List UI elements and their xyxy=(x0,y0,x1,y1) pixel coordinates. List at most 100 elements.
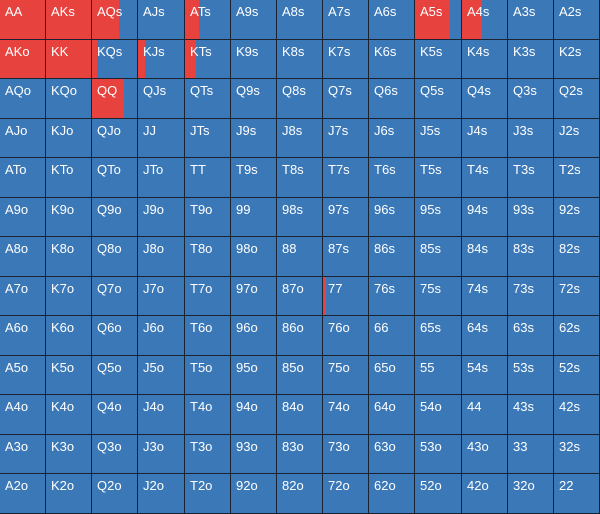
hand-cell-97o[interactable]: 97o xyxy=(231,277,276,315)
hand-cell-75o[interactable]: 75o xyxy=(323,356,368,394)
hand-cell-a6s[interactable]: A6s xyxy=(369,0,414,39)
hand-cell-53s[interactable]: 53s xyxy=(508,356,553,394)
hand-cell-63o[interactable]: 63o xyxy=(369,435,414,473)
hand-cell-32o[interactable]: 32o xyxy=(508,474,553,513)
hand-cell-j5o[interactable]: J5o xyxy=(138,356,184,394)
hand-cell-j9o[interactable]: J9o xyxy=(138,198,184,236)
hand-cell-qto[interactable]: QTo xyxy=(92,158,137,197)
hand-cell-ajs[interactable]: AJs xyxy=(138,0,184,39)
hand-cell-j2s[interactable]: J2s xyxy=(554,119,599,157)
hand-cell-42o[interactable]: 42o xyxy=(462,474,507,513)
hand-cell-j8s[interactable]: J8s xyxy=(277,119,322,157)
hand-cell-k7o[interactable]: K7o xyxy=(46,277,91,315)
hand-cell-85s[interactable]: 85s xyxy=(415,237,461,276)
hand-cell-96s[interactable]: 96s xyxy=(369,198,414,236)
hand-cell-kqs[interactable]: KQs xyxy=(92,40,137,78)
hand-cell-a4s[interactable]: A4s xyxy=(462,0,507,39)
hand-cell-k8s[interactable]: K8s xyxy=(277,40,322,78)
hand-cell-j3s[interactable]: J3s xyxy=(508,119,553,157)
hand-cell-22[interactable]: 22 xyxy=(554,474,599,513)
hand-cell-87o[interactable]: 87o xyxy=(277,277,322,315)
hand-cell-a9o[interactable]: A9o xyxy=(0,198,45,236)
hand-cell-a3s[interactable]: A3s xyxy=(508,0,553,39)
hand-cell-k4o[interactable]: K4o xyxy=(46,395,91,434)
hand-cell-99[interactable]: 99 xyxy=(231,198,276,236)
hand-cell-t2s[interactable]: T2s xyxy=(554,158,599,197)
hand-cell-t6s[interactable]: T6s xyxy=(369,158,414,197)
hand-cell-q9s[interactable]: Q9s xyxy=(231,79,276,118)
hand-cell-53o[interactable]: 53o xyxy=(415,435,461,473)
hand-cell-j3o[interactable]: J3o xyxy=(138,435,184,473)
hand-cell-33[interactable]: 33 xyxy=(508,435,553,473)
hand-cell-73s[interactable]: 73s xyxy=(508,277,553,315)
hand-cell-j7o[interactable]: J7o xyxy=(138,277,184,315)
hand-cell-k6s[interactable]: K6s xyxy=(369,40,414,78)
hand-cell-a2o[interactable]: A2o xyxy=(0,474,45,513)
hand-cell-74s[interactable]: 74s xyxy=(462,277,507,315)
hand-cell-95s[interactable]: 95s xyxy=(415,198,461,236)
hand-cell-aks[interactable]: AKs xyxy=(46,0,91,39)
hand-cell-j4o[interactable]: J4o xyxy=(138,395,184,434)
hand-cell-32s[interactable]: 32s xyxy=(554,435,599,473)
hand-cell-jts[interactable]: JTs xyxy=(185,119,230,157)
hand-cell-83o[interactable]: 83o xyxy=(277,435,322,473)
hand-cell-76s[interactable]: 76s xyxy=(369,277,414,315)
hand-cell-42s[interactable]: 42s xyxy=(554,395,599,434)
hand-cell-k5o[interactable]: K5o xyxy=(46,356,91,394)
hand-cell-q2s[interactable]: Q2s xyxy=(554,79,599,118)
hand-cell-92s[interactable]: 92s xyxy=(554,198,599,236)
hand-cell-52s[interactable]: 52s xyxy=(554,356,599,394)
hand-cell-a4o[interactable]: A4o xyxy=(0,395,45,434)
hand-cell-q2o[interactable]: Q2o xyxy=(92,474,137,513)
hand-cell-k6o[interactable]: K6o xyxy=(46,316,91,355)
hand-cell-j7s[interactable]: J7s xyxy=(323,119,368,157)
hand-cell-92o[interactable]: 92o xyxy=(231,474,276,513)
hand-cell-98s[interactable]: 98s xyxy=(277,198,322,236)
hand-cell-93s[interactable]: 93s xyxy=(508,198,553,236)
hand-cell-q7s[interactable]: Q7s xyxy=(323,79,368,118)
hand-cell-65s[interactable]: 65s xyxy=(415,316,461,355)
hand-cell-kts[interactable]: KTs xyxy=(185,40,230,78)
hand-cell-k2s[interactable]: K2s xyxy=(554,40,599,78)
hand-cell-a8s[interactable]: A8s xyxy=(277,0,322,39)
hand-cell-j6s[interactable]: J6s xyxy=(369,119,414,157)
hand-cell-j2o[interactable]: J2o xyxy=(138,474,184,513)
hand-cell-k9o[interactable]: K9o xyxy=(46,198,91,236)
hand-cell-64o[interactable]: 64o xyxy=(369,395,414,434)
hand-cell-k3o[interactable]: K3o xyxy=(46,435,91,473)
hand-cell-65o[interactable]: 65o xyxy=(369,356,414,394)
hand-cell-q4o[interactable]: Q4o xyxy=(92,395,137,434)
hand-cell-84o[interactable]: 84o xyxy=(277,395,322,434)
hand-cell-t9s[interactable]: T9s xyxy=(231,158,276,197)
hand-cell-qjo[interactable]: QJo xyxy=(92,119,137,157)
hand-cell-q7o[interactable]: Q7o xyxy=(92,277,137,315)
hand-cell-t3o[interactable]: T3o xyxy=(185,435,230,473)
hand-cell-j6o[interactable]: J6o xyxy=(138,316,184,355)
hand-cell-54o[interactable]: 54o xyxy=(415,395,461,434)
hand-cell-kjo[interactable]: KJo xyxy=(46,119,91,157)
hand-cell-a2s[interactable]: A2s xyxy=(554,0,599,39)
hand-cell-k2o[interactable]: K2o xyxy=(46,474,91,513)
hand-cell-t2o[interactable]: T2o xyxy=(185,474,230,513)
hand-cell-k3s[interactable]: K3s xyxy=(508,40,553,78)
hand-cell-a7o[interactable]: A7o xyxy=(0,277,45,315)
hand-cell-j5s[interactable]: J5s xyxy=(415,119,461,157)
hand-cell-qq[interactable]: QQ xyxy=(92,79,137,118)
hand-cell-t6o[interactable]: T6o xyxy=(185,316,230,355)
hand-cell-82s[interactable]: 82s xyxy=(554,237,599,276)
hand-cell-t3s[interactable]: T3s xyxy=(508,158,553,197)
hand-cell-t9o[interactable]: T9o xyxy=(185,198,230,236)
hand-cell-77[interactable]: 77 xyxy=(323,277,368,315)
hand-cell-82o[interactable]: 82o xyxy=(277,474,322,513)
hand-cell-q6s[interactable]: Q6s xyxy=(369,79,414,118)
hand-cell-63s[interactable]: 63s xyxy=(508,316,553,355)
hand-cell-62o[interactable]: 62o xyxy=(369,474,414,513)
hand-cell-97s[interactable]: 97s xyxy=(323,198,368,236)
hand-cell-ato[interactable]: ATo xyxy=(0,158,45,197)
hand-cell-94s[interactable]: 94s xyxy=(462,198,507,236)
hand-cell-a9s[interactable]: A9s xyxy=(231,0,276,39)
hand-cell-t8o[interactable]: T8o xyxy=(185,237,230,276)
hand-cell-54s[interactable]: 54s xyxy=(462,356,507,394)
hand-cell-j8o[interactable]: J8o xyxy=(138,237,184,276)
hand-cell-86s[interactable]: 86s xyxy=(369,237,414,276)
